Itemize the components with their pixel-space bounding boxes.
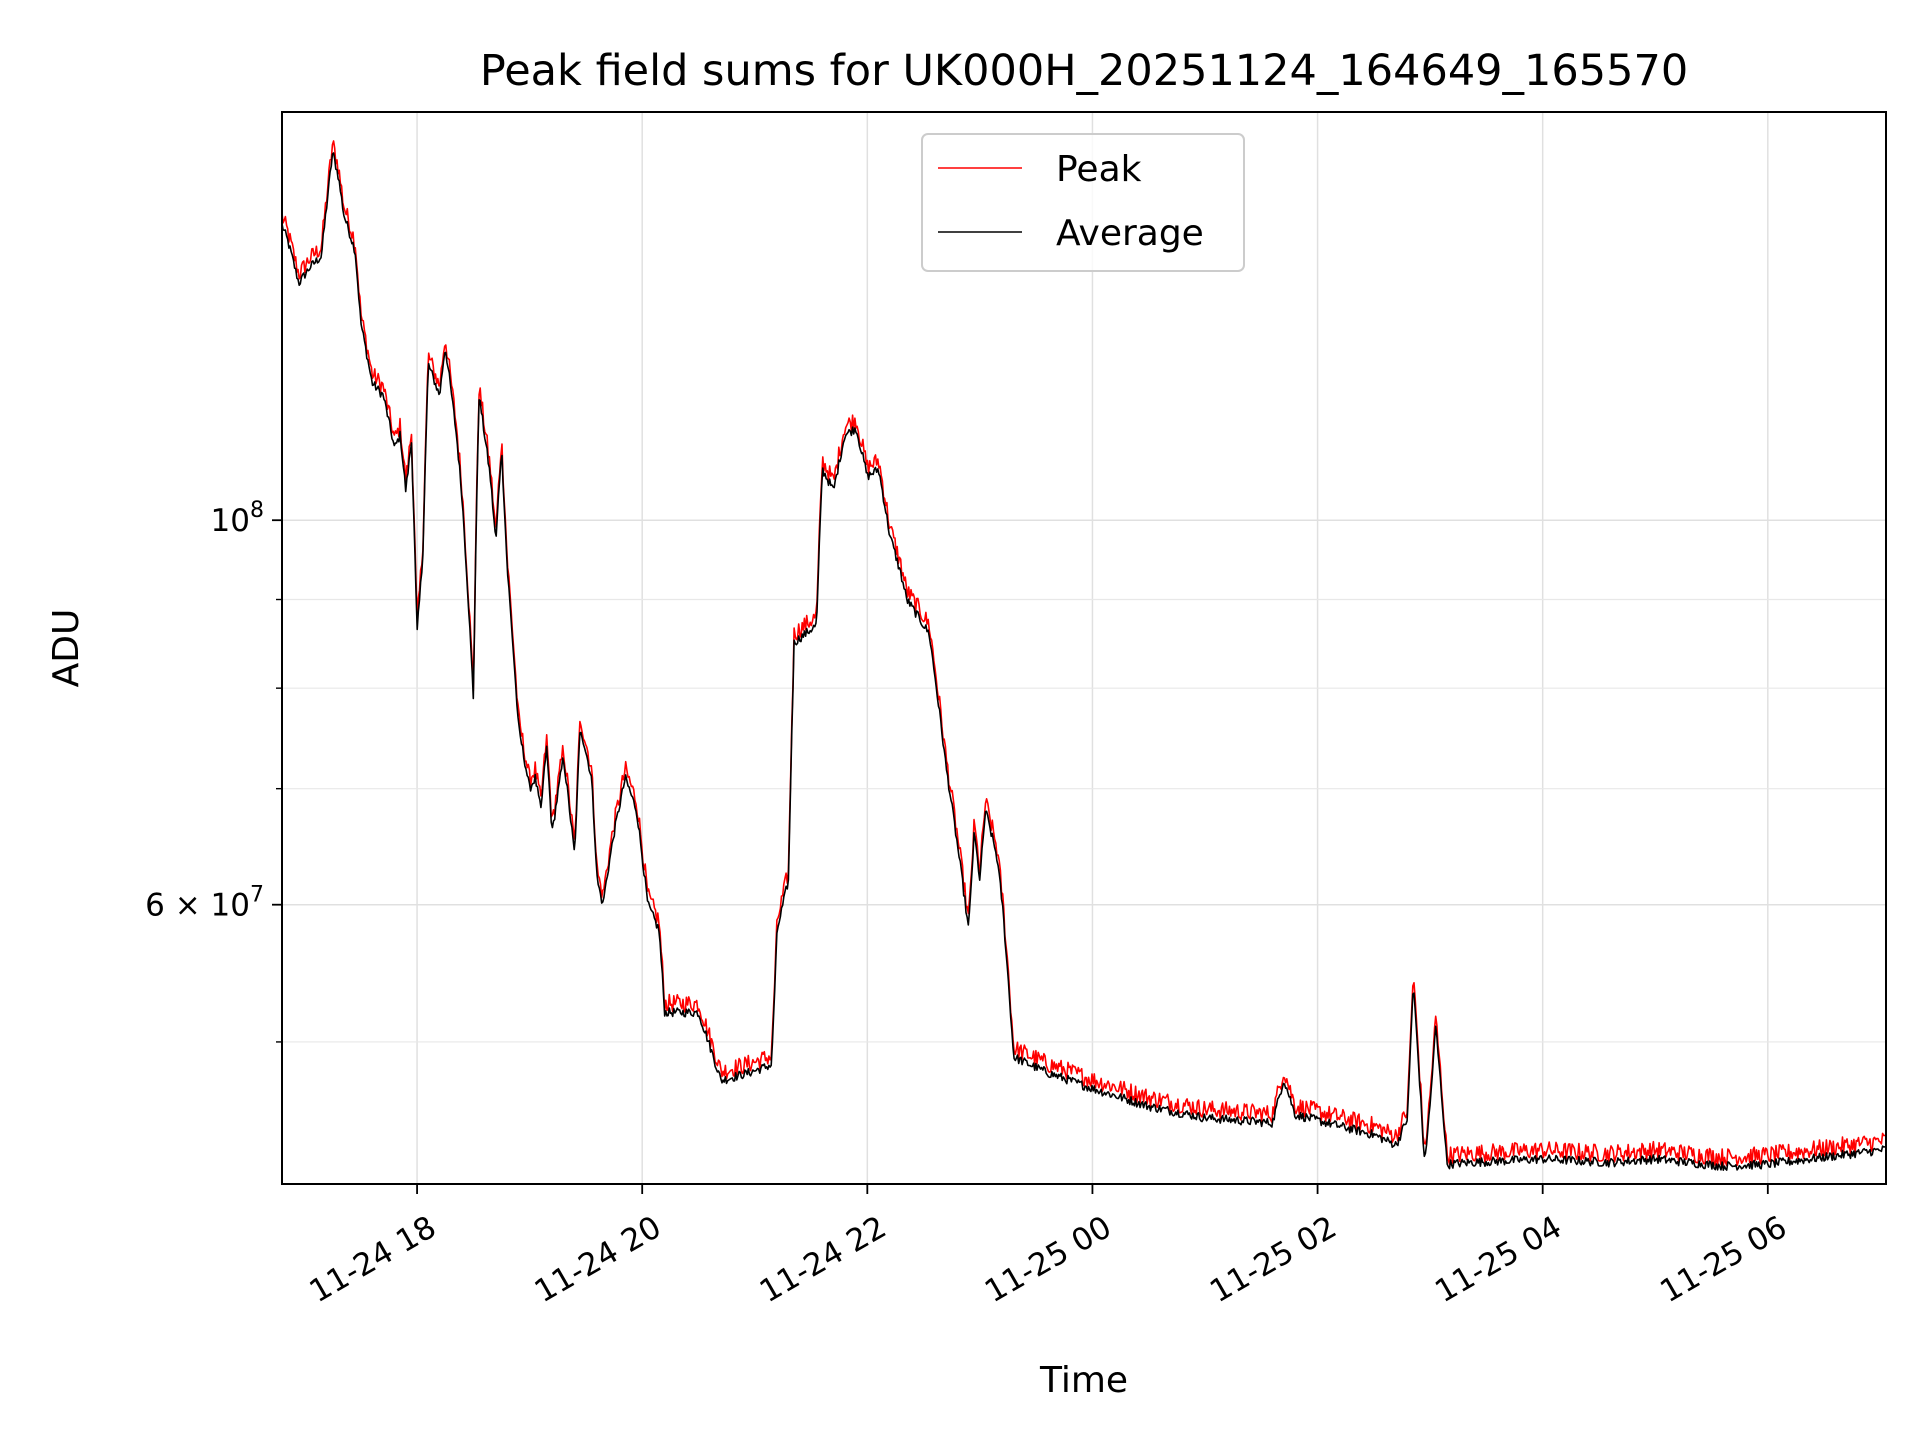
grid bbox=[282, 112, 1886, 1184]
y-axis-ticks: 108 6 × 107 bbox=[145, 498, 282, 1043]
series-line-average bbox=[282, 152, 1886, 1171]
series-group bbox=[282, 140, 1886, 1171]
legend: Peak Average bbox=[921, 133, 1245, 272]
legend-label-peak: Peak bbox=[1056, 149, 1142, 190]
legend-label-average: Average bbox=[1056, 213, 1204, 254]
y-tick-label: 6 × 107 bbox=[145, 883, 264, 924]
chart-title: Peak field sums for UK000H_20251124_1646… bbox=[480, 46, 1688, 96]
x-axis-label: Time bbox=[1039, 1360, 1128, 1401]
y-tick-label: 108 bbox=[211, 498, 264, 539]
y-axis-label: ADU bbox=[46, 609, 87, 688]
plot-frame bbox=[281, 111, 1887, 1185]
